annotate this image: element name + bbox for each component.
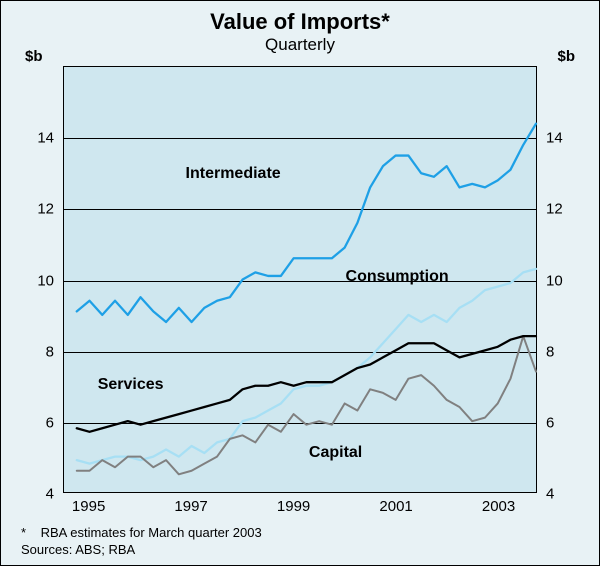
y-tick-label-left: 6 (46, 414, 54, 431)
chart-title: Value of Imports* (1, 9, 599, 35)
chart-subtitle: Quarterly (1, 35, 599, 55)
series-label-services: Services (98, 376, 164, 394)
y-tick-label-right: 6 (546, 414, 554, 431)
y-tick-label-left: 8 (46, 343, 54, 360)
y-tick-label-right: 8 (546, 343, 554, 360)
footnote: * RBA estimates for March quarter 2003 S… (21, 524, 587, 559)
y-axis-label-right: $b (557, 48, 575, 65)
series-label-intermediate: Intermediate (186, 165, 281, 183)
y-tick-label-right: 14 (546, 130, 563, 147)
x-tick-label: 1997 (174, 498, 207, 515)
chart-figure: Value of Imports* Quarterly $b $b 446688… (0, 0, 600, 566)
plot-background: 446688101012121414 IntermediateConsumpti… (63, 66, 537, 493)
y-tick-label-left: 4 (46, 486, 54, 503)
footnote-text: RBA estimates for March quarter 2003 (41, 525, 262, 540)
series-label-capital: Capital (309, 444, 362, 462)
y-tick-label-right: 12 (546, 201, 563, 218)
y-tick-label-left: 14 (37, 130, 54, 147)
title-block: Value of Imports* Quarterly (1, 1, 599, 55)
sources-label: Sources: (21, 542, 72, 557)
y-tick-label-right: 10 (546, 272, 563, 289)
series-line-capital (77, 336, 536, 474)
x-tick-label: 1995 (72, 498, 105, 515)
y-tick-label-left: 10 (37, 272, 54, 289)
y-axis-label-left: $b (25, 48, 43, 65)
x-tick-label: 1999 (277, 498, 310, 515)
series-line-consumption (77, 269, 536, 464)
y-tick-label-right: 4 (546, 486, 554, 503)
x-tick-label: 2003 (482, 498, 515, 515)
y-tick-label-left: 12 (37, 201, 54, 218)
x-tick-label: 2001 (379, 498, 412, 515)
series-lines (64, 67, 536, 492)
series-label-consumption: Consumption (346, 268, 449, 286)
plot-area: $b $b 446688101012121414 IntermediateCon… (63, 66, 537, 493)
footnote-marker: * (21, 524, 37, 542)
series-line-intermediate (77, 124, 536, 322)
sources-text: ABS; RBA (75, 542, 135, 557)
